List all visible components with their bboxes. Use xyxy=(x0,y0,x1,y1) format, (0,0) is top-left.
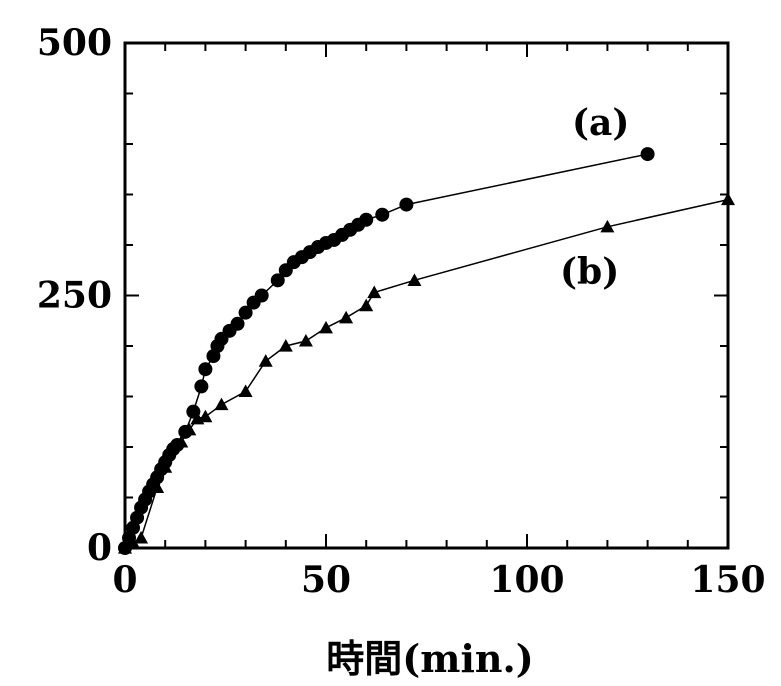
y-tick-label: 500 xyxy=(37,22,112,64)
y-tick-label: 0 xyxy=(87,527,112,569)
data-point-a xyxy=(399,198,413,212)
x-tick-label: 150 xyxy=(690,559,765,601)
data-point-a xyxy=(375,208,389,222)
series-markers xyxy=(118,147,735,555)
data-point-b xyxy=(339,311,353,324)
axis-ticks xyxy=(125,43,728,548)
data-point-b xyxy=(319,321,333,334)
x-axis-title: 時間(min.) xyxy=(326,636,533,681)
x-tick-label: 100 xyxy=(489,559,564,601)
series-label-a: (a) xyxy=(572,102,629,144)
plot-frame xyxy=(125,43,728,548)
data-point-a xyxy=(194,379,208,393)
series-line-b xyxy=(125,200,728,548)
series-label-b: (b) xyxy=(560,251,619,293)
y-tick-label: 250 xyxy=(37,275,112,317)
data-point-a xyxy=(255,289,269,303)
y-tick-labels: 0 250 500 xyxy=(37,22,112,569)
data-point-b xyxy=(239,384,253,397)
data-point-b xyxy=(299,334,313,347)
x-tick-label: 50 xyxy=(301,559,351,601)
x-tick-label: 0 xyxy=(112,559,137,601)
data-point-b xyxy=(359,299,373,312)
data-point-a xyxy=(359,213,373,227)
x-tick-labels: 0 50 100 150 xyxy=(112,559,765,601)
data-point-b xyxy=(259,354,273,367)
data-point-a xyxy=(198,362,212,376)
data-point-b xyxy=(214,398,228,411)
data-point-b xyxy=(198,410,212,423)
data-point-a xyxy=(641,147,655,161)
